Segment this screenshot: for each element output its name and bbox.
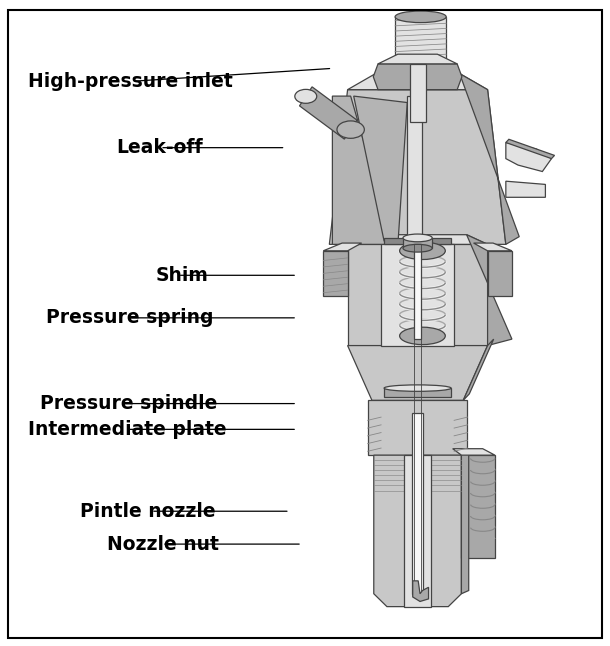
- Text: High-pressure inlet: High-pressure inlet: [28, 72, 233, 91]
- Polygon shape: [459, 74, 519, 244]
- Polygon shape: [323, 243, 362, 251]
- Polygon shape: [463, 339, 493, 401]
- Polygon shape: [461, 449, 468, 594]
- Polygon shape: [348, 346, 487, 401]
- Ellipse shape: [403, 234, 432, 242]
- Text: Nozzle nut: Nozzle nut: [107, 535, 219, 554]
- Text: Shim: Shim: [156, 266, 209, 285]
- Polygon shape: [378, 54, 457, 64]
- Polygon shape: [332, 96, 393, 244]
- Bar: [395, 17, 446, 65]
- Polygon shape: [348, 234, 487, 244]
- Text: Leak-off: Leak-off: [117, 138, 203, 157]
- Bar: [410, 64, 426, 122]
- Polygon shape: [348, 74, 487, 90]
- Bar: [412, 413, 423, 594]
- Bar: [407, 96, 423, 244]
- Bar: [368, 401, 467, 455]
- Bar: [381, 244, 454, 346]
- Text: Pressure spring: Pressure spring: [46, 308, 214, 328]
- Polygon shape: [323, 251, 348, 296]
- Polygon shape: [467, 234, 512, 346]
- Ellipse shape: [400, 242, 445, 260]
- Polygon shape: [506, 181, 545, 197]
- Polygon shape: [413, 581, 429, 601]
- Ellipse shape: [395, 11, 446, 23]
- Text: Pintle nozzle: Pintle nozzle: [80, 502, 215, 521]
- Polygon shape: [506, 140, 554, 159]
- Polygon shape: [329, 90, 506, 244]
- Polygon shape: [300, 87, 357, 139]
- Bar: [404, 455, 431, 607]
- Text: Intermediate plate: Intermediate plate: [28, 420, 227, 439]
- Polygon shape: [453, 449, 495, 455]
- Ellipse shape: [384, 385, 451, 391]
- Polygon shape: [373, 64, 462, 90]
- Text: Pressure spindle: Pressure spindle: [40, 394, 218, 413]
- Bar: [403, 238, 432, 248]
- Bar: [384, 238, 451, 244]
- Polygon shape: [506, 143, 551, 172]
- Bar: [384, 388, 451, 397]
- Bar: [414, 244, 422, 339]
- Polygon shape: [374, 455, 461, 607]
- Polygon shape: [348, 244, 487, 346]
- Ellipse shape: [295, 89, 317, 103]
- Polygon shape: [473, 243, 512, 251]
- Polygon shape: [354, 96, 407, 241]
- Polygon shape: [487, 251, 512, 296]
- Ellipse shape: [400, 327, 445, 344]
- Ellipse shape: [337, 121, 364, 138]
- Polygon shape: [461, 455, 495, 558]
- Ellipse shape: [403, 244, 432, 252]
